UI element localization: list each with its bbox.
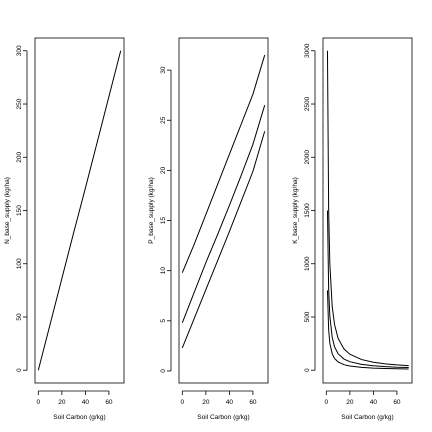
x-tick-label: 20 — [202, 399, 210, 406]
x-tick-label: 20 — [346, 399, 354, 406]
series-line-1 — [37, 50, 122, 371]
y-tick-label: 50 — [16, 313, 23, 321]
x-tick-label: 40 — [82, 399, 90, 406]
x-tick-label: 40 — [370, 399, 378, 406]
y-tick-label: 1000 — [304, 256, 311, 271]
x-tick-label: 40 — [226, 399, 234, 406]
plot-frame — [34, 37, 125, 384]
y-tick-label: 0 — [160, 369, 167, 373]
x-tick-label: 0 — [180, 399, 184, 406]
x-tick-label: 0 — [36, 399, 40, 406]
y-tick-label: 0 — [304, 368, 311, 372]
y-tick-label: 25 — [160, 116, 167, 124]
series-line-2 — [181, 105, 266, 324]
x-tick-label: 60 — [393, 399, 401, 406]
y-axis-title: N_base_supply (kg/ha) — [4, 177, 11, 244]
y-tick-label: 5 — [160, 319, 167, 323]
y-tick-label: 500 — [304, 311, 311, 322]
x-axis-title: Soil Carbon (g/kg) — [197, 414, 249, 421]
y-tick-label: 0 — [16, 368, 23, 372]
y-tick-label: 3000 — [304, 43, 311, 58]
x-tick-label: 60 — [105, 399, 113, 406]
x-tick-label: 0 — [324, 399, 328, 406]
y-tick-label: 250 — [16, 98, 23, 109]
series-line-3 — [181, 131, 266, 349]
series-line-1 — [326, 50, 409, 367]
y-tick-label: 20 — [160, 166, 167, 174]
x-axis-title: Soil Carbon (g/kg) — [53, 414, 105, 421]
y-tick-label: 2500 — [304, 96, 311, 111]
y-tick-label: 200 — [16, 151, 23, 162]
x-tick-label: 20 — [58, 399, 66, 406]
series-line-2 — [326, 210, 409, 369]
x-tick-label: 60 — [249, 399, 257, 406]
y-tick-label: 300 — [16, 45, 23, 56]
y-tick-label: 1500 — [304, 203, 311, 218]
y-axis-title: K_base_supply (kg/ha) — [292, 177, 299, 244]
y-tick-label: 30 — [160, 66, 167, 74]
plot-frame — [322, 37, 413, 384]
p-supply-panel: 0 20 40 60 0 5 10 15 20 25 30 Soil Carbon (g/kg) P_b… — [148, 37, 269, 421]
x-axis-title: Soil Carbon (g/kg) — [341, 414, 393, 421]
series-line-1 — [181, 54, 266, 273]
y-tick-label: 10 — [160, 267, 167, 275]
y-axis-title: P_base_supply (kg/ha) — [148, 177, 155, 244]
y-tick-label: 150 — [16, 205, 23, 216]
y-tick-label: 100 — [16, 258, 23, 269]
y-tick-label: 2000 — [304, 150, 311, 165]
n-supply-panel: 0 20 40 60 0 50 100 150 200 250 300 Soil Carbon (g/… — [4, 37, 125, 421]
series-line-3 — [326, 290, 409, 370]
k-supply-panel: 0 20 40 60 0 500 1000 1500 2000 2500 3000 Soil Carb… — [292, 37, 413, 421]
plot-frame — [178, 37, 269, 384]
y-tick-label: 15 — [160, 217, 167, 225]
